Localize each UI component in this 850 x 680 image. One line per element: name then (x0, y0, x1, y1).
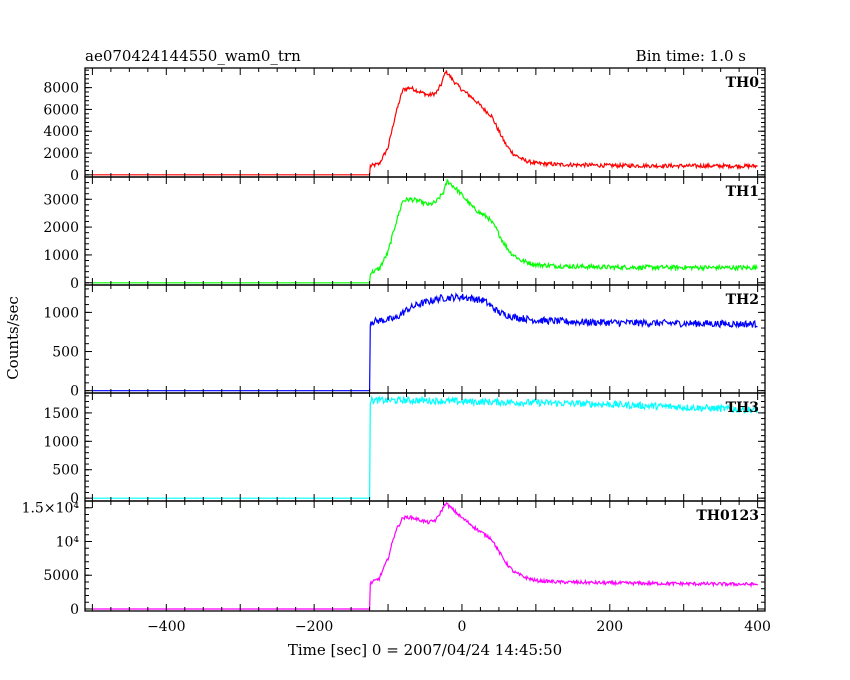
x-tick-label: 400 (744, 619, 771, 635)
y-tick-label: 0 (70, 276, 79, 292)
panels-group: 0 2000 4000 6000 8000 TH0 0 1000 2000 3000 TH1 0 500… (22, 67, 766, 618)
panel-th0: 0 2000 4000 6000 8000 TH0 (43, 67, 766, 184)
panel-th2: 0 500 1000 TH2 (43, 284, 766, 400)
y-tick-label: 2000 (43, 220, 79, 236)
series-line-th1 (92, 178, 758, 284)
x-tick-label: −200 (295, 619, 333, 635)
x-tick-label: −400 (147, 619, 185, 635)
series-line-th3 (92, 394, 759, 499)
y-tick-label: 5000 (43, 568, 79, 584)
y-tick-label: 1000 (43, 305, 79, 321)
y-tick-label: 0 (70, 384, 79, 400)
series-line-th0123 (92, 502, 759, 610)
y-tick-label: 10⁴ (56, 534, 80, 550)
y-tick-label: 500 (52, 463, 79, 479)
panel-label-th0123: TH0123 (696, 508, 759, 524)
x-tick-labels: −400 −200 0 200 400 (147, 619, 771, 635)
series-line-th2 (92, 292, 758, 392)
y-tick-label: 500 (52, 345, 79, 361)
x-tick-label: 200 (596, 619, 623, 635)
panel-th1: 0 1000 2000 3000 TH1 (43, 176, 766, 292)
y-tick-label: 0 (70, 168, 79, 184)
panel-frame (84, 500, 766, 612)
x-tick-label: 0 (457, 619, 466, 635)
x-axis-label: Time [sec] 0 = 2007/04/24 14:45:50 (288, 641, 562, 659)
panel-frame (84, 392, 766, 502)
chart-title: ae070424144550_wam0_trn (85, 47, 301, 65)
panel-th0123: 0 5000 10⁴ 1.5×10⁴ TH0123 (22, 500, 766, 618)
y-tick-label: 3000 (43, 192, 79, 208)
y-tick-label: 6000 (43, 102, 79, 118)
y-tick-label: 0 (70, 602, 79, 618)
y-tick-label: 4000 (43, 124, 79, 140)
panel-frame (84, 67, 766, 178)
y-tick-label: 1.5×10⁴ (22, 501, 80, 517)
y-tick-label: 1000 (43, 248, 79, 264)
panel-th3: 0 500 1000 1500 TH3 (43, 392, 766, 507)
y-tick-label: 2000 (43, 146, 79, 162)
y-tick-label: 0 (70, 491, 79, 507)
y-axis-label: Counts/sec (4, 296, 22, 380)
bin-time-label: Bin time: 1.0 s (636, 47, 746, 65)
panel-label-th2: TH2 (726, 292, 759, 308)
panel-label-th0: TH0 (726, 75, 760, 91)
panel-label-th1: TH1 (726, 184, 759, 200)
series-line-th0 (92, 70, 758, 176)
panel-label-th3: TH3 (726, 400, 759, 416)
y-tick-label: 8000 (43, 81, 79, 97)
y-tick-label: 1000 (43, 434, 79, 450)
y-tick-label: 1500 (43, 406, 79, 422)
